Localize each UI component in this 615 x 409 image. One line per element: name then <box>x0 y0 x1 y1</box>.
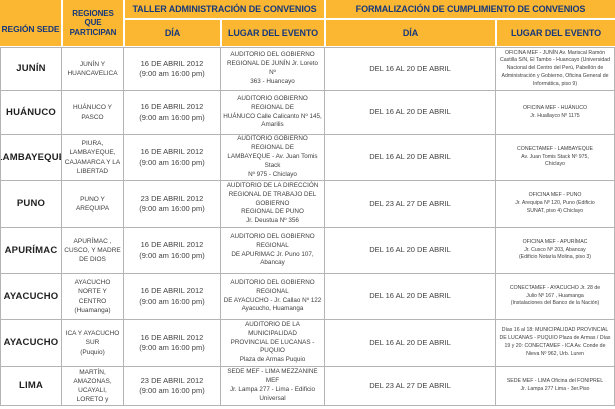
taller-dia-cell: 16 DE ABRIL 2012 (9:00 am 16:00 pm) <box>124 48 221 91</box>
regiones-participan-cell: LIMA, SAN MARTÍN, AMAZONAS, UCAYALI, LOR… <box>62 367 124 406</box>
formalizacion-dia-cell: DEL 16 AL 20 DE ABRIL <box>325 320 496 367</box>
regiones-participan-cell: PUNO Y AREQUIPA <box>62 181 124 228</box>
taller-lugar-cell: SEDE MEF - LIMA MEZZANINE MEF Jr. Lampa … <box>221 367 325 406</box>
formalizacion-lugar-cell: OFICINA MEF - HUÁNUCO Jr. Huallayco Nº 1… <box>496 91 615 135</box>
formalizacion-lugar-cell: OFICINA MEF - PUNO Jr. Arequipa Nº 120, … <box>496 181 615 228</box>
table-row: AYACUCHO AYACUCHO NORTE Y CENTRO (Huaman… <box>0 274 615 320</box>
taller-lugar-cell: AUDITORIO GOBIERNO REGIONAL DE LAMBAYEQU… <box>221 135 325 181</box>
formalizacion-lugar-cell: OFICINA MEF - APURÍMAC Jr. Cusco Nº 203,… <box>496 228 615 274</box>
region-sede-cell: PUNO <box>0 181 62 228</box>
region-sede-cell: APURÍMAC <box>0 228 62 274</box>
taller-dia-cell: 16 DE ABRIL 2012 (9:00 am 16:00 pm) <box>124 91 221 135</box>
formalizacion-lugar-cell: OFICINA MEF - JUNÍN Av. Mariscal Ramón C… <box>496 48 615 91</box>
header-cell-dia-formalizacion: DÍA <box>326 20 495 46</box>
table-row: AYACUCHO ICA Y AYACUCHO SUR (Puquio) 16 … <box>0 320 615 367</box>
table-row: PUNO PUNO Y AREQUIPA 23 DE ABRIL 2012 (9… <box>0 181 615 228</box>
header-cell-taller-title: TALLER ADMINISTRACIÓN DE CONVENIOS <box>125 0 324 18</box>
regiones-participan-cell: PIURA, LAMBAYEQUE, CAJAMARCA Y LA LIBERT… <box>62 135 124 181</box>
taller-lugar-cell: AUDITORIO DEL GOBIERNO REGIONAL DE JUNÍN… <box>221 48 325 91</box>
table-row: HUÁNUCO HUÁNUCO Y PASCO 16 DE ABRIL 2012… <box>0 91 615 135</box>
table-row: JUNÍN JUNÍN Y HUANCAVELICA 16 DE ABRIL 2… <box>0 48 615 91</box>
table-row: LIMA LIMA, SAN MARTÍN, AMAZONAS, UCAYALI… <box>0 367 615 406</box>
taller-lugar-cell: AUDITORIO DE LA MUNICIPALIDAD PROVINCIAL… <box>221 320 325 367</box>
regiones-participan-cell: APURÍMAC , CUSCO, Y MADRE DE DIOS <box>62 228 124 274</box>
taller-dia-cell: 23 DE ABRIL 2012 (9:00 am 16:00 pm) <box>124 367 221 406</box>
taller-dia-cell: 16 DE ABRIL 2012 (9:00 am 16:00 pm) <box>124 320 221 367</box>
header-cell-region-sede: REGIÓN SEDE <box>0 0 61 46</box>
formalizacion-lugar-cell: Días 16 al 18: MUNICIPALIDAD PROVINCIAL … <box>496 320 615 367</box>
formalizacion-dia-cell: DEL 16 AL 20 DE ABRIL <box>325 228 496 274</box>
taller-dia-cell: 23 DE ABRIL 2012 (9:00 am 16:00 pm) <box>124 181 221 228</box>
table-row: LAMBAYEQUE PIURA, LAMBAYEQUE, CAJAMARCA … <box>0 135 615 181</box>
taller-lugar-cell: AUDITORIO DEL GOBIERNO REGIONAL DE APURI… <box>221 228 325 274</box>
taller-lugar-cell: AUDITORIO DEL GOBIERNO REGIONAL DE AYACU… <box>221 274 325 320</box>
regiones-participan-cell: HUÁNUCO Y PASCO <box>62 91 124 135</box>
formalizacion-dia-cell: DEL 23 AL 27 DE ABRIL <box>325 181 496 228</box>
formalizacion-dia-cell: DEL 23 AL 27 DE ABRIL <box>325 367 496 406</box>
regiones-participan-cell: AYACUCHO NORTE Y CENTRO (Huamanga) <box>62 274 124 320</box>
taller-dia-cell: 16 DE ABRIL 2012 (9:00 am 16:00 pm) <box>124 228 221 274</box>
region-sede-cell: LIMA <box>0 367 62 406</box>
formalizacion-dia-cell: DEL 16 AL 20 DE ABRIL <box>325 48 496 91</box>
formalizacion-lugar-cell: SEDE MEF - LIMA Oficina del FONIPREL Jr.… <box>496 367 615 406</box>
header-cell-regiones-participan: REGIONES QUE PARTICIPAN <box>63 0 123 46</box>
regiones-participan-cell: ICA Y AYACUCHO SUR (Puquio) <box>62 320 124 367</box>
table-body: JUNÍN JUNÍN Y HUANCAVELICA 16 DE ABRIL 2… <box>0 47 615 406</box>
header-cell-dia-taller: DÍA <box>125 20 220 46</box>
taller-dia-cell: 16 DE ABRIL 2012 (9:00 am 16:00 pm) <box>124 274 221 320</box>
header-cell-lugar-formalizacion: LUGAR DEL EVENTO <box>497 20 615 46</box>
taller-lugar-cell: AUDITORIO DE LA DIRECCIÓN REGIONAL DE TR… <box>221 181 325 228</box>
table-header: REGIÓN SEDE REGIONES QUE PARTICIPAN TALL… <box>0 0 615 46</box>
region-sede-cell: LAMBAYEQUE <box>0 135 62 181</box>
formalizacion-dia-cell: DEL 16 AL 20 DE ABRIL <box>325 91 496 135</box>
formalizacion-dia-cell: DEL 16 AL 20 DE ABRIL <box>325 274 496 320</box>
header-cell-formalizacion-title: FORMALIZACIÓN DE CUMPLIMIENTO DE CONVENI… <box>326 0 615 18</box>
regiones-participan-cell: JUNÍN Y HUANCAVELICA <box>62 48 124 91</box>
taller-dia-cell: 16 DE ABRIL 2012 (9:00 am 16:00 pm) <box>124 135 221 181</box>
region-sede-cell: JUNÍN <box>0 48 62 91</box>
formalizacion-lugar-cell: CONECTAMEF - AYACUCHO Jr. 28 de Julio Nº… <box>496 274 615 320</box>
taller-lugar-cell: AUDITORIO GOBIERNO REGIONAL DE HUÁNUCO C… <box>221 91 325 135</box>
header-cell-lugar-taller: LUGAR DEL EVENTO <box>222 20 324 46</box>
region-sede-cell: AYACUCHO <box>0 320 62 367</box>
formalizacion-lugar-cell: CONECTAMEF - LAMBAYEQUE Av. Juan Tomis S… <box>496 135 615 181</box>
region-sede-cell: AYACUCHO <box>0 274 62 320</box>
region-sede-cell: HUÁNUCO <box>0 91 62 135</box>
formalizacion-dia-cell: DEL 16 AL 20 DE ABRIL <box>325 135 496 181</box>
table-row: APURÍMAC APURÍMAC , CUSCO, Y MADRE DE DI… <box>0 228 615 274</box>
